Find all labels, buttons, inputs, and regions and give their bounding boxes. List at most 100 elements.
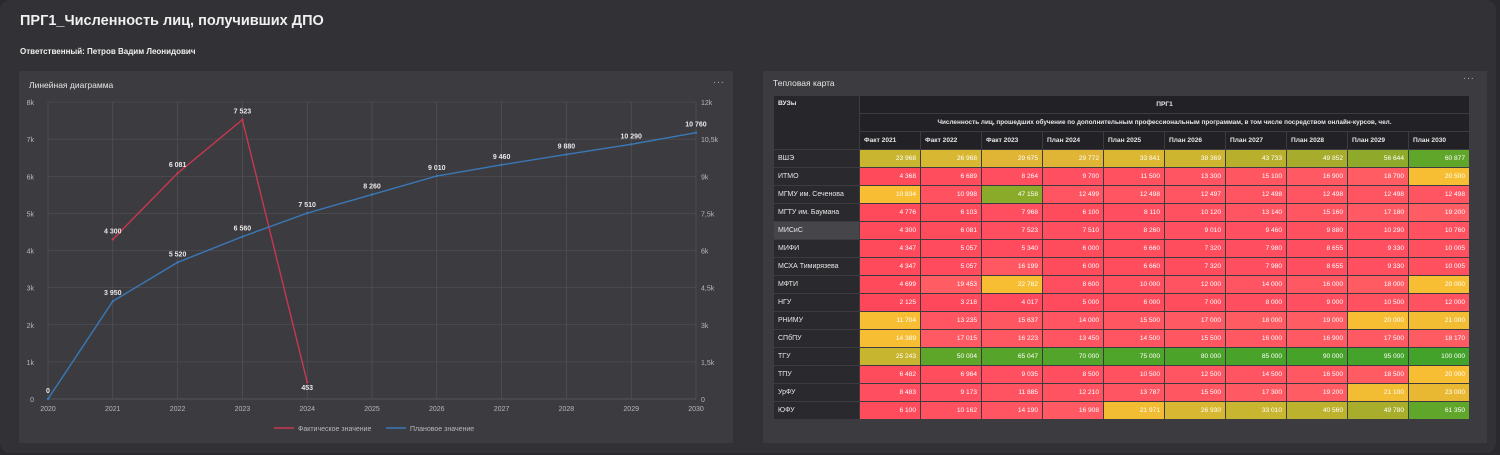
heatmap-cell[interactable]: 12 210 xyxy=(1042,383,1104,402)
heatmap-cell[interactable]: 15 637 xyxy=(981,311,1043,330)
heatmap-cell[interactable]: 14 389 xyxy=(859,329,921,348)
heatmap-cell[interactable]: 17 180 xyxy=(1347,203,1409,222)
heatmap-cell[interactable]: 10 500 xyxy=(1347,293,1409,312)
heatmap-cell[interactable]: 9 330 xyxy=(1347,257,1409,276)
heatmap-cell[interactable]: 20 000 xyxy=(1408,275,1470,294)
heatmap-cell[interactable]: 38 369 xyxy=(1164,149,1226,168)
heatmap-cell[interactable]: 26 968 xyxy=(920,149,982,168)
heatmap-row-label[interactable]: МСХА Тимирязева xyxy=(773,257,860,276)
heatmap-cell[interactable]: 11 704 xyxy=(859,311,921,330)
heatmap-cell[interactable]: 49 780 xyxy=(1347,401,1409,420)
heatmap-cell[interactable]: 12 498 xyxy=(1103,185,1165,204)
heatmap-cell[interactable]: 21 000 xyxy=(1408,311,1470,330)
heatmap-cell[interactable]: 10 760 xyxy=(1408,221,1470,240)
heatmap-cell[interactable]: 6 103 xyxy=(920,203,982,222)
heatmap-cell[interactable]: 20 000 xyxy=(1347,311,1409,330)
heatmap-cell[interactable]: 80 000 xyxy=(1164,347,1226,366)
heatmap-cell[interactable]: 33 010 xyxy=(1225,401,1287,420)
heatmap-cell[interactable]: 43 733 xyxy=(1225,149,1287,168)
heatmap-row-label[interactable]: МИФИ xyxy=(773,239,860,258)
heatmap-cell[interactable]: 12 499 xyxy=(1042,185,1104,204)
heatmap-cell[interactable]: 23 000 xyxy=(1408,383,1470,402)
heatmap-cell[interactable]: 2 125 xyxy=(859,293,921,312)
heatmap-cell[interactable]: 20 000 xyxy=(1408,365,1470,384)
heatmap-cell[interactable]: 6 000 xyxy=(1103,293,1165,312)
heatmap-cell[interactable]: 12 000 xyxy=(1408,293,1470,312)
heatmap-cell[interactable]: 12 497 xyxy=(1164,185,1226,204)
heatmap-column-header[interactable]: План 2024 xyxy=(1042,131,1104,150)
heatmap-cell[interactable]: 15 500 xyxy=(1164,383,1226,402)
heatmap-cell[interactable]: 90 000 xyxy=(1286,347,1348,366)
heatmap-cell[interactable]: 100 000 xyxy=(1408,347,1470,366)
heatmap-cell[interactable]: 13 235 xyxy=(920,311,982,330)
heatmap-cell[interactable]: 26 930 xyxy=(1164,401,1226,420)
heatmap-cell[interactable]: 12 500 xyxy=(1164,365,1226,384)
heatmap-row-label[interactable]: ЮФУ xyxy=(773,401,860,420)
heatmap-row-label[interactable]: НГУ xyxy=(773,293,860,312)
heatmap-column-header[interactable]: План 2029 xyxy=(1347,131,1409,150)
heatmap-cell[interactable]: 16 223 xyxy=(981,329,1043,348)
heatmap-cell[interactable]: 9 330 xyxy=(1347,239,1409,258)
heatmap-cell[interactable]: 19 200 xyxy=(1408,203,1470,222)
heatmap-row-label[interactable]: СПбПУ xyxy=(773,329,860,348)
heatmap-cell[interactable]: 13 450 xyxy=(1042,329,1104,348)
heatmap-cell[interactable]: 11 885 xyxy=(981,383,1043,402)
heatmap-cell[interactable]: 8 110 xyxy=(1103,203,1165,222)
heatmap-column-header[interactable]: План 2026 xyxy=(1164,131,1226,150)
heatmap-cell[interactable]: 19 200 xyxy=(1286,383,1348,402)
heatmap-cell[interactable]: 95 000 xyxy=(1347,347,1409,366)
heatmap-cell[interactable]: 50 004 xyxy=(920,347,982,366)
heatmap-cell[interactable]: 7 000 xyxy=(1164,293,1226,312)
line-chart-menu-icon[interactable]: ··· xyxy=(713,77,725,88)
heatmap-cell[interactable]: 4 368 xyxy=(859,167,921,186)
heatmap-cell[interactable]: 9 010 xyxy=(1164,221,1226,240)
heatmap-cell[interactable]: 9 035 xyxy=(981,365,1043,384)
heatmap-cell[interactable]: 4 776 xyxy=(859,203,921,222)
heatmap-cell[interactable]: 6 482 xyxy=(859,365,921,384)
heatmap-cell[interactable]: 23 968 xyxy=(859,149,921,168)
heatmap-cell[interactable]: 60 877 xyxy=(1408,149,1470,168)
heatmap-cell[interactable]: 9 880 xyxy=(1286,221,1348,240)
heatmap-cell[interactable]: 18 170 xyxy=(1408,329,1470,348)
heatmap-cell[interactable]: 17 015 xyxy=(920,329,982,348)
heatmap-row-label[interactable]: ВШЭ xyxy=(773,149,860,168)
heatmap-cell[interactable]: 18 500 xyxy=(1347,365,1409,384)
heatmap-cell[interactable]: 16 900 xyxy=(1286,329,1348,348)
heatmap-cell[interactable]: 18 700 xyxy=(1347,167,1409,186)
heatmap-cell[interactable]: 5 340 xyxy=(981,239,1043,258)
heatmap-cell[interactable]: 8 500 xyxy=(1042,365,1104,384)
heatmap-cell[interactable]: 21 100 xyxy=(1347,383,1409,402)
heatmap-column-header[interactable]: Факт 2023 xyxy=(981,131,1043,150)
heatmap-cell[interactable]: 15 500 xyxy=(1103,311,1165,330)
heatmap-cell[interactable]: 9 173 xyxy=(920,383,982,402)
heatmap-cell[interactable]: 6 660 xyxy=(1103,239,1165,258)
heatmap-cell[interactable]: 10 290 xyxy=(1347,221,1409,240)
heatmap-cell[interactable]: 15 100 xyxy=(1225,167,1287,186)
heatmap-cell[interactable]: 7 510 xyxy=(1042,221,1104,240)
heatmap-cell[interactable]: 33 841 xyxy=(1103,149,1165,168)
heatmap-cell[interactable]: 17 500 xyxy=(1347,329,1409,348)
heatmap-cell[interactable]: 10 005 xyxy=(1408,239,1470,258)
heatmap-cell[interactable]: 19 453 xyxy=(920,275,982,294)
heatmap-cell[interactable]: 10 998 xyxy=(920,185,982,204)
heatmap-cell[interactable]: 4 300 xyxy=(859,221,921,240)
heatmap-cell[interactable]: 10 120 xyxy=(1164,203,1226,222)
heatmap-cell[interactable]: 6 964 xyxy=(920,365,982,384)
heatmap-cell[interactable]: 5 000 xyxy=(1042,293,1104,312)
heatmap-column-header[interactable]: Факт 2022 xyxy=(920,131,982,150)
heatmap-cell[interactable]: 7 968 xyxy=(981,203,1043,222)
heatmap-cell[interactable]: 11 500 xyxy=(1103,167,1165,186)
heatmap-cell[interactable]: 22 782 xyxy=(981,275,1043,294)
heatmap-cell[interactable]: 12 000 xyxy=(1164,275,1226,294)
heatmap-cell[interactable]: 16 500 xyxy=(1286,365,1348,384)
heatmap-row-label[interactable]: ИТМО xyxy=(773,167,860,186)
heatmap-cell[interactable]: 12 498 xyxy=(1408,185,1470,204)
heatmap-cell[interactable]: 14 000 xyxy=(1042,311,1104,330)
heatmap-cell[interactable]: 21 971 xyxy=(1103,401,1165,420)
heatmap-cell[interactable]: 13 140 xyxy=(1225,203,1287,222)
heatmap-cell[interactable]: 65 047 xyxy=(981,347,1043,366)
heatmap-cell[interactable]: 5 057 xyxy=(920,257,982,276)
heatmap-cell[interactable]: 16 000 xyxy=(1225,329,1287,348)
heatmap-row-label[interactable]: УрФУ xyxy=(773,383,860,402)
heatmap-cell[interactable]: 8 600 xyxy=(1042,275,1104,294)
